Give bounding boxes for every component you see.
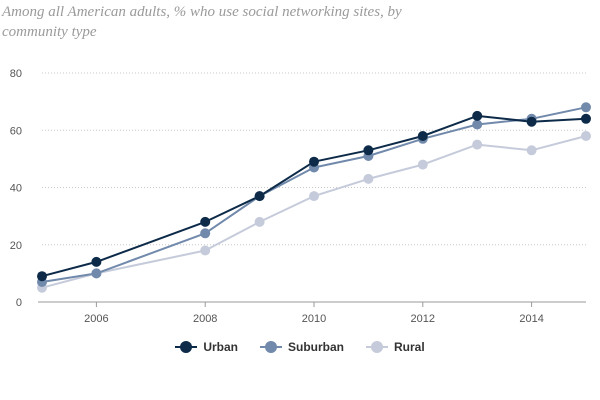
data-point-urban <box>254 191 265 202</box>
series-line-urban <box>41 114 587 278</box>
data-point-rural <box>472 139 483 150</box>
data-point-suburban <box>472 119 483 130</box>
data-point-rural <box>254 216 265 227</box>
data-point-rural <box>417 159 428 170</box>
data-points <box>37 102 591 293</box>
data-point-rural <box>581 131 591 141</box>
legend-item-rural: Rural <box>365 340 425 354</box>
x-tick-label: 2006 <box>84 313 108 325</box>
legend-label: Rural <box>393 340 425 354</box>
series-line-suburban <box>41 106 587 283</box>
legend-item-urban: Urban <box>175 340 238 354</box>
y-tick-label: 80 <box>10 68 22 80</box>
data-point-rural <box>309 191 319 202</box>
data-point-rural <box>363 173 374 184</box>
data-point-urban <box>581 113 591 124</box>
data-point-suburban <box>200 228 211 239</box>
x-tick-label: 2012 <box>411 313 435 325</box>
legend-marker-icon <box>259 341 282 353</box>
data-point-urban <box>309 156 319 167</box>
data-point-urban <box>363 145 374 156</box>
data-point-suburban <box>91 268 102 279</box>
data-point-urban <box>200 216 211 227</box>
legend-label: Urban <box>203 340 238 354</box>
data-point-suburban <box>581 102 591 113</box>
legend-marker-icon <box>175 341 198 353</box>
data-point-urban <box>472 110 483 121</box>
legend-label: Suburban <box>287 340 344 354</box>
series-line-rural <box>41 135 587 289</box>
data-point-urban <box>37 271 47 282</box>
legend: Urban Suburban Rural <box>0 340 600 354</box>
data-point-urban <box>526 116 537 127</box>
legend-item-suburban: Suburban <box>259 340 344 354</box>
x-tick-label: 2010 <box>302 313 326 325</box>
x-tick-label: 2008 <box>193 313 217 325</box>
series-lines <box>41 106 587 289</box>
data-point-rural <box>526 145 537 156</box>
legend-marker-icon <box>365 341 388 353</box>
axes: 0 20 40 60 80 2006 2008 2010 2012 2014 <box>10 68 586 325</box>
data-point-rural <box>200 245 211 256</box>
y-tick-label: 0 <box>16 297 22 309</box>
data-point-urban <box>417 131 428 141</box>
data-point-urban <box>91 256 102 267</box>
y-tick-label: 60 <box>10 125 22 137</box>
gridlines <box>42 72 586 246</box>
x-tick-label: 2014 <box>519 313 543 325</box>
chart-title: Among all American adults, % who use soc… <box>2 4 402 40</box>
y-tick-label: 20 <box>10 240 22 252</box>
y-tick-label: 40 <box>10 183 22 195</box>
